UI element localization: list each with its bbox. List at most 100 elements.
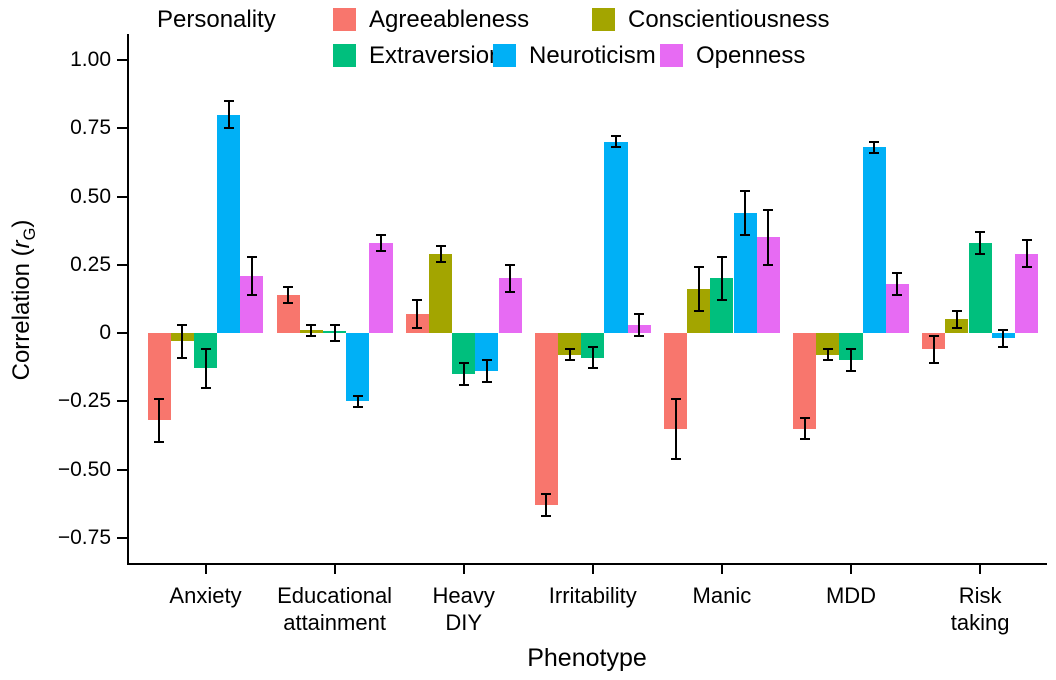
error-bar-educational-attainment-openness-cap-bottom xyxy=(376,250,386,253)
error-bar-mdd-openness-cap-top xyxy=(892,271,903,274)
error-bar-risk-taking-openness-cap-bottom xyxy=(1021,266,1032,269)
error-bar-irritability-agreeableness xyxy=(545,494,548,516)
y-tick-label: 0 xyxy=(99,321,111,344)
error-bar-educational-attainment-agreeableness-cap-bottom xyxy=(283,301,294,304)
error-bar-educational-attainment-conscientiousness-cap-top xyxy=(306,323,317,326)
bar-anxiety-agreeableness xyxy=(147,333,171,421)
x-tick xyxy=(850,565,852,574)
error-bar-irritability-conscientiousness-cap-bottom xyxy=(564,359,575,362)
error-bar-risk-taking-neuroticism-cap-top xyxy=(998,329,1009,332)
error-bar-risk-taking-openness-cap-top xyxy=(1021,239,1032,242)
error-bar-irritability-openness xyxy=(638,313,641,336)
error-bar-irritability-extraversion-cap-bottom xyxy=(587,367,598,370)
bar-anxiety-openness xyxy=(240,275,264,333)
error-bar-anxiety-neuroticism xyxy=(227,100,230,129)
bar-heavy-diy-neuroticism xyxy=(475,333,499,372)
bar-anxiety-neuroticism xyxy=(217,114,241,333)
x-tick xyxy=(333,565,336,574)
error-bar-manic-agreeableness xyxy=(674,398,677,459)
legend-swatch-neuroticism xyxy=(493,44,516,67)
error-bar-educational-attainment-extraversion-cap-top xyxy=(329,323,340,326)
error-bar-manic-openness-cap-top xyxy=(763,209,774,212)
y-axis-title-suffix: ) xyxy=(8,219,36,228)
error-bar-risk-taking-extraversion xyxy=(979,231,982,254)
x-tick xyxy=(204,565,207,574)
bar-mdd-neuroticism xyxy=(862,147,886,333)
error-bar-mdd-openness xyxy=(896,272,899,295)
y-axis-line xyxy=(127,34,129,565)
error-bar-mdd-neuroticism xyxy=(873,141,876,153)
error-bar-heavy-diy-conscientiousness-cap-top xyxy=(435,244,446,247)
y-tick-label: −0.75 xyxy=(57,525,111,549)
error-bar-risk-taking-agreeableness-cap-top xyxy=(928,334,939,337)
error-bar-risk-taking-extraversion-cap-bottom xyxy=(975,252,986,255)
error-bar-irritability-openness-cap-bottom xyxy=(634,334,645,337)
error-bar-educational-attainment-openness xyxy=(380,234,382,252)
legend-item-extraversion: Extraversion xyxy=(333,44,502,68)
legend-label-openness: Openness xyxy=(696,42,806,69)
error-bar-mdd-conscientiousness xyxy=(826,349,829,361)
x-tick-label-manic: Manic xyxy=(692,583,752,608)
bar-irritability-extraversion xyxy=(581,333,605,358)
error-bar-manic-agreeableness-cap-top xyxy=(670,397,681,400)
y-tick-label: 0.25 xyxy=(70,252,111,276)
y-tick xyxy=(117,400,127,403)
error-bar-educational-attainment-neuroticism-cap-bottom xyxy=(352,405,363,408)
legend-swatch-extraversion xyxy=(333,44,356,67)
bar-heavy-diy-conscientiousness xyxy=(428,253,453,333)
error-bar-irritability-neuroticism xyxy=(615,136,617,148)
bar-mdd-conscientiousness xyxy=(816,333,840,355)
y-tick xyxy=(117,536,127,539)
x-tick-label-risk-taking: Risk taking xyxy=(950,583,1010,635)
error-bar-mdd-extraversion-cap-bottom xyxy=(846,370,856,373)
error-bar-anxiety-extraversion xyxy=(204,349,207,388)
legend-label-neuroticism: Neuroticism xyxy=(529,42,656,69)
y-tick-label: 1.00 xyxy=(70,48,111,71)
error-bar-heavy-diy-agreeableness-cap-bottom xyxy=(412,326,423,329)
error-bar-risk-taking-conscientiousness xyxy=(955,311,958,328)
legend-label-conscientiousness: Conscientiousness xyxy=(628,6,830,33)
legend-item-agreeableness: Agreeableness xyxy=(333,8,529,32)
x-tick xyxy=(591,565,594,574)
error-bar-mdd-agreeableness-cap-bottom xyxy=(799,438,810,441)
error-bar-heavy-diy-neuroticism-cap-bottom xyxy=(481,381,492,384)
error-bar-heavy-diy-openness-cap-top xyxy=(505,263,516,266)
error-bar-educational-attainment-neuroticism xyxy=(356,395,359,407)
error-bar-anxiety-agreeableness-cap-bottom xyxy=(154,441,165,444)
error-bar-irritability-extraversion-cap-top xyxy=(587,345,598,348)
error-bar-manic-neuroticism-cap-top xyxy=(740,190,751,193)
legend-item-neuroticism: Neuroticism xyxy=(493,42,656,69)
error-bar-risk-taking-extraversion-cap-top xyxy=(975,230,986,233)
x-tick-label-educational-attainment: Educational attainment xyxy=(277,583,393,635)
y-axis-title: Correlation (rG) xyxy=(8,220,40,381)
y-tick xyxy=(117,468,127,471)
x-tick-label-irritability: Irritability xyxy=(548,583,637,608)
error-bar-risk-taking-neuroticism xyxy=(1002,330,1005,347)
error-bar-risk-taking-conscientiousness-cap-bottom xyxy=(951,326,962,329)
error-bar-heavy-diy-openness-cap-bottom xyxy=(505,291,516,294)
error-bar-anxiety-extraversion-cap-top xyxy=(200,348,211,351)
y-axis-title-sub: G xyxy=(20,227,39,241)
bar-risk-taking-openness xyxy=(1014,253,1039,333)
legend-swatch-openness xyxy=(660,44,683,67)
error-bar-anxiety-openness xyxy=(250,256,253,295)
error-bar-manic-conscientiousness xyxy=(697,267,700,312)
error-bar-educational-attainment-openness-cap-top xyxy=(376,233,386,236)
error-bar-anxiety-neuroticism-cap-top xyxy=(223,99,234,102)
error-bar-anxiety-neuroticism-cap-bottom xyxy=(223,127,234,130)
bar-educational-attainment-agreeableness xyxy=(276,294,300,333)
error-bar-irritability-agreeableness-cap-top xyxy=(541,493,552,496)
y-tick-label: 0.75 xyxy=(70,116,111,140)
bar-risk-taking-extraversion xyxy=(968,242,992,333)
bar-mdd-extraversion xyxy=(839,333,863,361)
error-bar-heavy-diy-extraversion xyxy=(462,363,465,385)
x-tick xyxy=(462,565,465,574)
bar-heavy-diy-openness xyxy=(498,278,522,333)
x-axis-title: Phenotype xyxy=(527,644,647,672)
bar-manic-neuroticism xyxy=(733,212,757,333)
error-bar-irritability-conscientiousness-cap-top xyxy=(564,348,575,351)
x-tick-label-mdd: MDD xyxy=(825,583,877,608)
error-bar-heavy-diy-conscientiousness xyxy=(439,245,442,262)
error-bar-anxiety-extraversion-cap-bottom xyxy=(200,386,211,389)
